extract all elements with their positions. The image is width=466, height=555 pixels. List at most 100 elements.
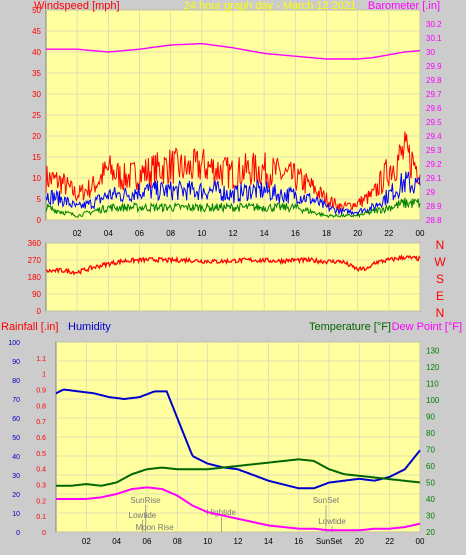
rainfall-tick-label: 0.3 [36, 483, 46, 490]
astronomy-events: SunRise Lowtide Moon Rise Hightide SunSet Low… [129, 496, 346, 532]
time-tick-label: 22 [384, 229, 393, 238]
event-label: Moon Rise [135, 523, 174, 532]
wind-barometer-ticks: 0 5 10 15 20 25 30 35 40 45 50 28.8 28.9 29 29.1 29.2 29… [32, 6, 442, 238]
humidity-line [55, 388, 421, 490]
rainfall-tick-label: 0 [42, 530, 46, 537]
rainfall-tick-label: 0.6 [36, 435, 46, 442]
windspeed-avg-line [45, 171, 421, 216]
humidity-tick-label: 50 [12, 435, 20, 442]
temperature-tick-label: 40 [426, 495, 435, 504]
rainfall-tick-label: 0.5 [36, 451, 46, 458]
time-tick-label: 12 [234, 537, 243, 546]
dew-point-line [56, 486, 421, 532]
barometer-tick-label: 29.7 [426, 90, 442, 99]
humidity-tick-label: 40 [12, 454, 20, 461]
time-tick-label: 08 [173, 537, 182, 546]
humidity-tick-label: 20 [12, 492, 20, 499]
direction-tick-label: 90 [32, 290, 41, 299]
barometer-tick-label: 28.9 [426, 202, 442, 211]
humidity-tick-label: 0 [16, 530, 20, 537]
direction-tick-label: 270 [28, 256, 42, 265]
humidity-tick-label: 100 [8, 340, 20, 347]
humidity-tick-label: 80 [12, 378, 20, 385]
wind-direction-series [45, 254, 421, 276]
rainfall-tick-label: 0.1 [36, 514, 46, 521]
event-label: SunSet [313, 496, 340, 505]
barometer-tick-label: 29 [426, 188, 435, 197]
barometer-tick-label: 29.5 [426, 118, 442, 127]
windspeed-tick-label: 40 [32, 48, 41, 57]
time-tick-label: SunSet [316, 537, 343, 546]
temperature-tick-label: 130 [426, 346, 440, 355]
humidity-temperature-series [55, 388, 421, 532]
humidity-temperature-ticks: 010203040506070809010000.10.20.30.40.50.… [8, 340, 440, 546]
windspeed-tick-label: 30 [32, 90, 41, 99]
windspeed-tick-label: 25 [32, 111, 41, 120]
time-tick-label: 14 [264, 537, 273, 546]
compass-letter: S [436, 272, 444, 286]
rainfall-tick-label: 0.9 [36, 388, 46, 395]
temperature-tick-label: 60 [426, 462, 435, 471]
time-tick-label: 08 [166, 229, 175, 238]
rainfall-tick-label: 1.1 [36, 356, 46, 363]
rainfall-tick-label: 0.2 [36, 498, 46, 505]
temperature-tick-label: 20 [426, 528, 435, 537]
event-label: SunRise [130, 496, 161, 505]
event-label: Hightide [207, 508, 237, 517]
direction-tick-label: 0 [37, 307, 42, 316]
time-tick-label: 20 [355, 537, 364, 546]
time-tick-label: 16 [291, 229, 300, 238]
temperature-tick-label: 100 [426, 396, 440, 405]
temperature-tick-label: 70 [426, 445, 435, 454]
windspeed-tick-label: 20 [32, 132, 41, 141]
wind-direction-ticks: 0 90 180 270 360 [28, 239, 42, 316]
barometer-tick-label: 29.4 [426, 132, 442, 141]
direction-tick-label: 180 [28, 273, 42, 282]
humidity-tick-label: 70 [12, 397, 20, 404]
humidity-axis-label: Humidity [68, 321, 111, 333]
barometer-tick-label: 30.2 [426, 20, 442, 29]
barometer-axis-label: Barometer [.in] [368, 0, 440, 12]
time-tick-label: 14 [260, 229, 269, 238]
barometer-tick-label: 29.1 [426, 174, 442, 183]
humidity-tick-label: 90 [12, 359, 20, 366]
dewpoint-axis-label: Dew Point [°F] [392, 321, 462, 333]
barometer-tick-label: 30 [426, 48, 435, 57]
time-tick-label: 10 [203, 537, 212, 546]
event-label: Lowtide [129, 511, 157, 520]
temperature-axis-label: Temperature [°F] [309, 321, 391, 333]
time-tick-label: 04 [112, 537, 121, 546]
temperature-tick-label: 90 [426, 412, 435, 421]
barometer-tick-label: 29.2 [426, 160, 442, 169]
time-tick-label: 00 [416, 537, 425, 546]
windspeed-tick-label: 45 [32, 27, 41, 36]
barometer-line [46, 42, 421, 60]
humidity-tick-label: 60 [12, 416, 20, 423]
wind-barometer-series [45, 42, 421, 219]
time-tick-label: 10 [197, 229, 206, 238]
temperature-tick-label: 80 [426, 429, 435, 438]
humidity-tick-label: 10 [12, 511, 20, 518]
compass-letter: N [436, 238, 445, 252]
barometer-tick-label: 30.1 [426, 34, 442, 43]
barometer-tick-label: 29.8 [426, 76, 442, 85]
direction-tick-label: 360 [28, 239, 42, 248]
time-tick-label: 20 [353, 229, 362, 238]
temperature-tick-label: 50 [426, 478, 435, 487]
wind-direction-line [45, 254, 421, 276]
event-label: Lowtide [318, 517, 346, 526]
windspeed-tick-label: 35 [32, 69, 41, 78]
windspeed-axis-label: Windspeed [mph] [34, 0, 120, 12]
windspeed-tick-label: 15 [32, 153, 41, 162]
temperature-line [56, 458, 421, 487]
compass-letter: W [434, 255, 446, 269]
rainfall-tick-label: 0.4 [36, 467, 46, 474]
temperature-tick-label: 120 [426, 363, 440, 372]
windspeed-tick-label: 50 [32, 6, 41, 15]
time-tick-label: 02 [82, 537, 91, 546]
time-tick-label: 00 [416, 229, 425, 238]
barometer-tick-label: 29.9 [426, 62, 442, 71]
humidity-temperature-grid [56, 341, 421, 533]
time-tick-label: 06 [135, 229, 144, 238]
